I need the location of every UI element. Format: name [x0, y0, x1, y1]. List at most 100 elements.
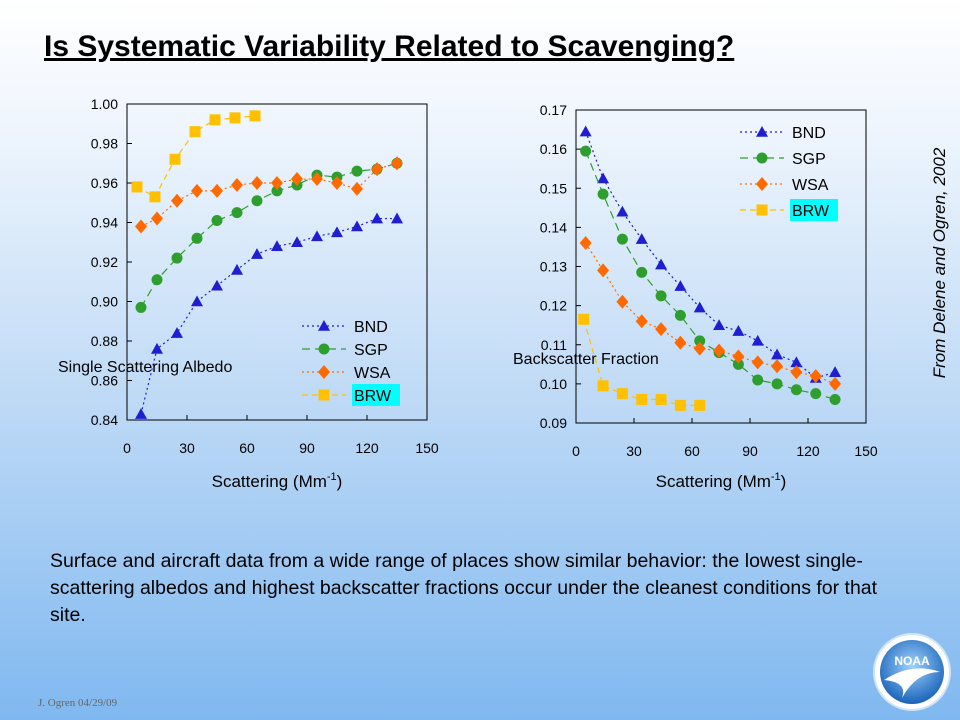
data-point-brw [616, 388, 628, 400]
legend-label: SGP [792, 151, 826, 168]
data-point-wsa [713, 343, 726, 358]
x-tick-label: 120 [796, 443, 820, 459]
x-tick-label: 90 [299, 440, 315, 456]
data-point-bnd [135, 408, 147, 419]
y-tick-label: 0.17 [540, 102, 567, 118]
source-credit: From Delene and Ogren, 2002 [930, 147, 949, 379]
data-point-wsa [579, 236, 592, 251]
x-tick-label: 120 [355, 440, 379, 456]
legend-entry-brw: BRW [740, 199, 838, 221]
data-point-bnd [331, 226, 343, 238]
x-tick-label: 150 [415, 440, 439, 456]
legend-marker [756, 204, 768, 216]
data-point-bnd [391, 212, 403, 224]
legend-entry-bnd: BND [302, 319, 388, 336]
data-point-bnd [371, 212, 383, 224]
y-tick-label: 0.09 [540, 415, 567, 431]
data-point-bnd [693, 301, 706, 313]
data-point-bnd [351, 220, 363, 232]
legend-entry-brw: BRW [302, 384, 400, 406]
data-point-sgp [655, 290, 667, 302]
y-axis-label: Backscatter Fraction [513, 351, 659, 368]
data-point-bnd [790, 356, 803, 368]
data-point-wsa [331, 176, 343, 190]
data-point-bnd [231, 263, 243, 275]
data-point-wsa [751, 355, 764, 370]
legend-marker [756, 126, 768, 137]
data-point-sgp [251, 195, 263, 207]
data-point-sgp [351, 165, 363, 177]
x-tick-label: 0 [123, 440, 131, 456]
legend-marker [318, 320, 330, 331]
legend-label: SGP [354, 342, 388, 359]
series-line-bnd [585, 131, 836, 379]
data-point-sgp [674, 309, 686, 321]
data-point-bnd [597, 172, 610, 184]
data-point-sgp [580, 145, 592, 157]
data-point-sgp [171, 252, 183, 264]
albedo-chart: 0.84 0.86 0.88 0.90 0.92 0.94 0.96 0.98 1.00 0 30 6… [58, 96, 439, 491]
data-point-brw [694, 399, 706, 411]
footer-author-date: J. Ogren 04/29/09 [38, 697, 118, 709]
data-point-sgp [151, 274, 163, 286]
series-line-wsa [585, 242, 836, 385]
y-tick-label: 0.92 [91, 254, 118, 270]
charts-area: 0.84 0.86 0.88 0.90 0.92 0.94 0.96 0.98 1.00 0 30 6… [58, 96, 878, 491]
data-point-bnd [151, 342, 163, 354]
data-point-bnd [171, 327, 183, 338]
data-point-wsa [135, 219, 147, 234]
x-tick-label: 90 [742, 443, 758, 459]
data-point-wsa [790, 365, 803, 380]
x-axis-label: Scattering (Mm-1) [212, 471, 343, 491]
data-point-sgp [829, 394, 841, 406]
data-point-wsa [674, 335, 687, 350]
data-point-brw [636, 394, 648, 406]
legend-highlight [790, 199, 838, 221]
legend-entry-sgp: SGP [302, 342, 388, 359]
x-tick-label: 30 [179, 440, 195, 456]
data-point-bnd [674, 280, 687, 291]
y-tick-label: 0.96 [91, 175, 118, 191]
data-point-sgp [597, 188, 609, 200]
legend-label: BND [792, 125, 826, 142]
svg-text:NOAA: NOAA [894, 654, 930, 668]
x-tick-label: 30 [626, 443, 642, 459]
legend-marker [756, 152, 768, 164]
y-tick-label: 0.90 [91, 294, 118, 310]
data-point-wsa [732, 349, 745, 364]
data-point-sgp [810, 388, 822, 400]
data-point-wsa [829, 376, 842, 391]
data-point-wsa [231, 177, 243, 192]
y-tick-label: 0.12 [540, 298, 567, 314]
y-tick-label: 0.86 [91, 373, 118, 389]
data-point-sgp [771, 378, 783, 390]
legend-entry-wsa: WSA [740, 177, 829, 194]
data-point-wsa [171, 193, 183, 208]
legend-marker [318, 343, 330, 355]
data-point-sgp [752, 374, 764, 386]
y-tick-label: 0.88 [91, 333, 118, 349]
y-tick-label: 0.94 [91, 215, 118, 231]
data-point-bnd [251, 248, 263, 259]
summary-text: Surface and aircraft data from a wide ra… [50, 550, 878, 626]
data-point-bnd [829, 366, 842, 377]
data-point-wsa [251, 176, 263, 190]
data-point-wsa [211, 183, 223, 198]
data-point-wsa [291, 172, 303, 187]
data-point-brw [189, 126, 201, 138]
y-tick-label: 0.84 [91, 412, 118, 428]
data-point-brw [655, 394, 667, 406]
data-point-bnd [616, 205, 629, 217]
data-point-wsa [809, 369, 822, 384]
data-point-brw [229, 112, 241, 124]
data-point-wsa [151, 211, 163, 226]
y-tick-label: 0.14 [540, 219, 567, 235]
data-point-bnd [191, 295, 203, 307]
x-tick-label: 150 [854, 443, 878, 459]
y-tick-label: 0.11 [541, 337, 567, 353]
data-point-sgp [790, 384, 802, 396]
data-point-wsa [271, 176, 283, 190]
data-point-wsa [616, 294, 629, 309]
data-point-bnd [655, 258, 668, 270]
data-point-wsa [771, 359, 784, 374]
